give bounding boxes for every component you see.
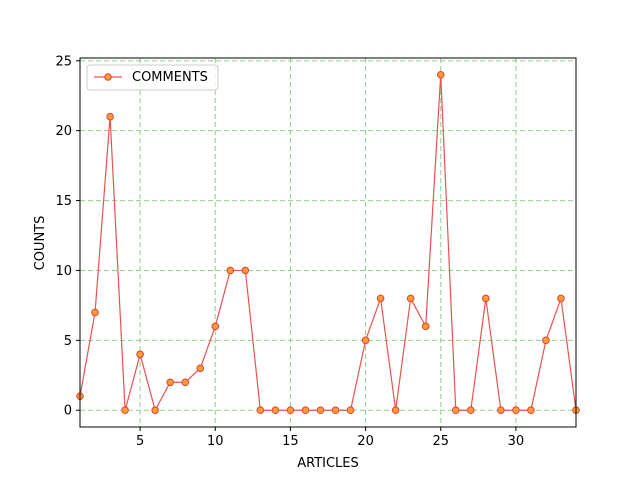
data-point (136, 350, 144, 359)
x-tick-label: 10 (207, 434, 224, 449)
data-point (256, 406, 265, 415)
y-tick-label: 10 (55, 264, 72, 279)
data-point (316, 406, 325, 415)
y-tick-label: 5 (64, 334, 72, 349)
data-point (286, 406, 295, 415)
x-tick-label: 20 (357, 434, 374, 449)
data-point (211, 322, 220, 331)
legend-marker-swatch (104, 73, 112, 81)
data-point (301, 406, 310, 415)
data-point (226, 266, 235, 275)
axis-ticks: 5 10 15 20 25 30 0 5 10 15 20 25 (55, 54, 524, 449)
data-point (406, 294, 415, 303)
legend-frame (86, 64, 219, 91)
data-point (361, 336, 370, 345)
data-point (497, 406, 505, 415)
data-point (482, 294, 490, 303)
data-point (376, 294, 385, 303)
legend: COMMENTS (86, 64, 219, 91)
data-point (391, 406, 400, 415)
x-tick-label: 5 (136, 434, 144, 449)
y-tick-label: 15 (55, 194, 72, 209)
data-point (241, 266, 250, 275)
data-point (196, 364, 205, 373)
data-point (466, 406, 475, 415)
data-point (181, 378, 190, 387)
data-point (91, 308, 99, 317)
series-layer (76, 70, 580, 415)
legend-label-comments: COMMENTS (132, 70, 208, 85)
x-tick-label: 15 (282, 434, 299, 449)
data-point (421, 322, 430, 331)
y-axis-label: COUNTS (33, 216, 48, 271)
data-point (121, 406, 129, 415)
data-point (151, 406, 159, 415)
plot-frame (79, 57, 577, 428)
data-point (436, 70, 445, 79)
data-point (542, 336, 550, 345)
data-point (271, 406, 280, 415)
y-tick-label: 20 (55, 124, 72, 139)
plot-area (80, 58, 576, 427)
data-point (106, 112, 114, 121)
data-point (557, 294, 565, 303)
y-tick-label: 0 (64, 404, 72, 419)
series-line-comments (79, 74, 577, 411)
x-tick-label: 30 (508, 434, 525, 449)
x-axis-label: ARTICLES (297, 456, 359, 471)
data-point (346, 406, 355, 415)
data-point (451, 406, 460, 415)
x-tick-label: 25 (432, 434, 449, 449)
data-point (527, 406, 535, 415)
y-tick-label: 25 (55, 54, 72, 69)
data-point (331, 406, 340, 415)
data-point (166, 378, 174, 387)
data-point (512, 406, 520, 415)
